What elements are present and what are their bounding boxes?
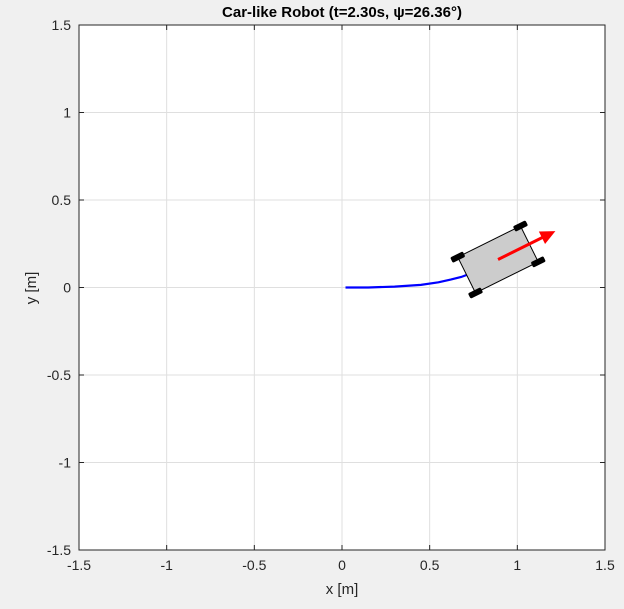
- x-tick-label: 1: [513, 557, 521, 573]
- chart-title: Car-like Robot (t=2.30s, ψ=26.36°): [222, 4, 462, 21]
- robot-body-group: [450, 220, 546, 299]
- x-axis-label: x [m]: [326, 581, 359, 598]
- heading-arrow-head: [538, 231, 556, 245]
- x-tick-label: 1.5: [595, 557, 615, 573]
- y-tick-label: -1: [59, 455, 72, 471]
- x-tick-label: -1.5: [67, 557, 91, 573]
- y-tick-label: 1: [63, 105, 71, 121]
- y-tick-label: 0: [63, 280, 71, 296]
- x-tick-label: -1: [160, 557, 173, 573]
- x-tick-label: 0: [338, 557, 346, 573]
- y-axis-label: y [m]: [23, 272, 40, 305]
- robot-wheel: [531, 256, 546, 268]
- y-tick-label: 1.5: [52, 17, 72, 33]
- trajectory-line: [345, 273, 469, 289]
- robot-wheel: [513, 220, 528, 232]
- x-tick-label: -0.5: [242, 557, 266, 573]
- x-tick-label: 0.5: [420, 557, 440, 573]
- y-tick-label: -1.5: [47, 542, 71, 558]
- y-tick-label: 0.5: [52, 192, 72, 208]
- y-tick-label: -0.5: [47, 367, 71, 383]
- trajectory-layer: [345, 273, 469, 289]
- robot-wheel: [468, 287, 483, 299]
- ticks: -1.5 -1 -0.5 0 0.5 1 1.5 -1.5 -1 -0.5 0 0.5 1 1.5: [47, 17, 615, 573]
- robot-wheel: [450, 251, 465, 263]
- robot: [450, 220, 556, 299]
- heading-arrow: [497, 234, 548, 261]
